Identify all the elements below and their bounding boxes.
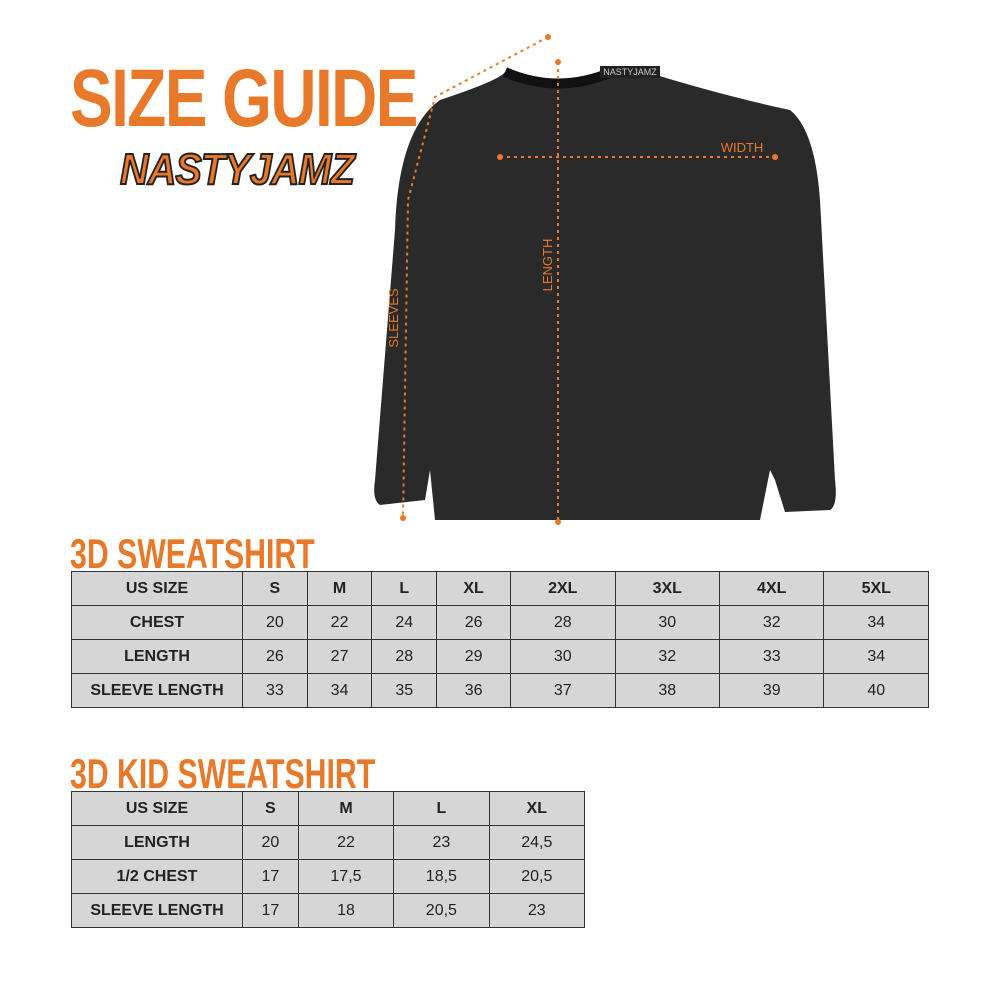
table-cell: 20 — [242, 825, 299, 860]
table-cell: 34 — [823, 639, 929, 674]
table-cell: 17,5 — [297, 859, 395, 894]
table-cell: XL — [488, 791, 586, 826]
table-header-row: US SIZE S M L XL 2XL 3XL 4XL 5XL — [71, 571, 929, 606]
table-cell: S — [242, 791, 299, 826]
table-cell: 39 — [718, 673, 825, 708]
row-label: US SIZE — [71, 791, 243, 826]
row-label: CHEST — [71, 605, 243, 640]
neck-label: NASTYJAMZ — [603, 67, 657, 77]
table-row: CHEST 20 22 24 26 28 30 32 34 — [71, 605, 929, 640]
sweatshirt-diagram: NASTYJAMZ WIDTH LENGTH SLEEVES — [374, 34, 836, 525]
table-cell: 20 — [242, 605, 308, 640]
row-label: SLEEVE LENGTH — [71, 673, 243, 708]
table-cell: XL — [436, 571, 512, 606]
table-cell: 5XL — [823, 571, 929, 606]
table-cell: 38 — [614, 673, 720, 708]
brand-logo: NASTYJAMZ — [119, 144, 356, 195]
section-title-adult: 3D SWEATSHIRT — [70, 530, 315, 577]
table-cell: M — [306, 571, 373, 606]
table-cell: 34 — [306, 673, 373, 708]
table-cell: 30 — [614, 605, 720, 640]
sleeves-line — [402, 36, 549, 519]
row-label: 1/2 CHEST — [71, 859, 243, 894]
width-label: WIDTH — [721, 140, 764, 155]
table-cell: 33 — [242, 673, 308, 708]
table-cell: M — [297, 791, 395, 826]
sweatshirt-image — [374, 70, 836, 520]
table-cell: 35 — [371, 673, 438, 708]
table-row: LENGTH 20 22 23 24,5 — [71, 825, 586, 860]
table-cell: 34 — [823, 605, 929, 640]
table-cell: 23 — [488, 893, 586, 928]
table-cell: 17 — [242, 859, 299, 894]
row-label: SLEEVE LENGTH — [71, 893, 243, 928]
sleeves-label: SLEEVES — [386, 288, 401, 348]
section-title-kid: 3D KID SWEATSHIRT — [70, 750, 376, 797]
table-cell: 32 — [614, 639, 720, 674]
page-title: SIZE GUIDE — [70, 53, 418, 144]
table-row: LENGTH 26 27 28 29 30 32 33 34 — [71, 639, 929, 674]
table-cell: 24,5 — [488, 825, 586, 860]
table-cell: 18 — [297, 893, 395, 928]
table-cell: 3XL — [614, 571, 720, 606]
row-label: US SIZE — [71, 571, 243, 606]
row-label: LENGTH — [71, 825, 243, 860]
table-cell: 20,5 — [393, 893, 490, 928]
table-cell: 23 — [393, 825, 490, 860]
table-cell: 26 — [436, 605, 512, 640]
table-cell: 27 — [306, 639, 373, 674]
row-label: LENGTH — [71, 639, 243, 674]
table-cell: 30 — [510, 639, 616, 674]
size-table-kid: US SIZE S M L XL LENGTH 20 22 23 24,5 1/2 CHEST 17 1… — [71, 791, 586, 928]
table-cell: S — [242, 571, 308, 606]
table-cell: 20,5 — [488, 859, 586, 894]
table-cell: 24 — [371, 605, 438, 640]
table-cell: 2XL — [510, 571, 616, 606]
size-table-adult: US SIZE S M L XL 2XL 3XL 4XL 5XL CHEST 20 22 24 26 28 3… — [71, 571, 929, 708]
table-cell: 28 — [371, 639, 438, 674]
table-header-row: US SIZE S M L XL — [71, 791, 586, 826]
table-cell: 22 — [297, 825, 395, 860]
table-cell: 4XL — [718, 571, 825, 606]
table-cell: 18,5 — [393, 859, 490, 894]
table-row: SLEEVE LENGTH 33 34 35 36 37 38 39 40 — [71, 673, 929, 708]
table-cell: 33 — [718, 639, 825, 674]
table-cell: 37 — [510, 673, 616, 708]
table-row: 1/2 CHEST 17 17,5 18,5 20,5 — [71, 859, 586, 894]
table-cell: L — [371, 571, 438, 606]
table-cell: 17 — [242, 893, 299, 928]
table-cell: 32 — [718, 605, 825, 640]
table-cell: 26 — [242, 639, 308, 674]
table-cell: 22 — [306, 605, 373, 640]
table-cell: L — [393, 791, 490, 826]
table-cell: 40 — [823, 673, 929, 708]
length-label: LENGTH — [540, 239, 555, 292]
table-cell: 29 — [436, 639, 512, 674]
table-cell: 36 — [436, 673, 512, 708]
table-cell: 28 — [510, 605, 616, 640]
table-row: SLEEVE LENGTH 17 18 20,5 23 — [71, 893, 586, 928]
